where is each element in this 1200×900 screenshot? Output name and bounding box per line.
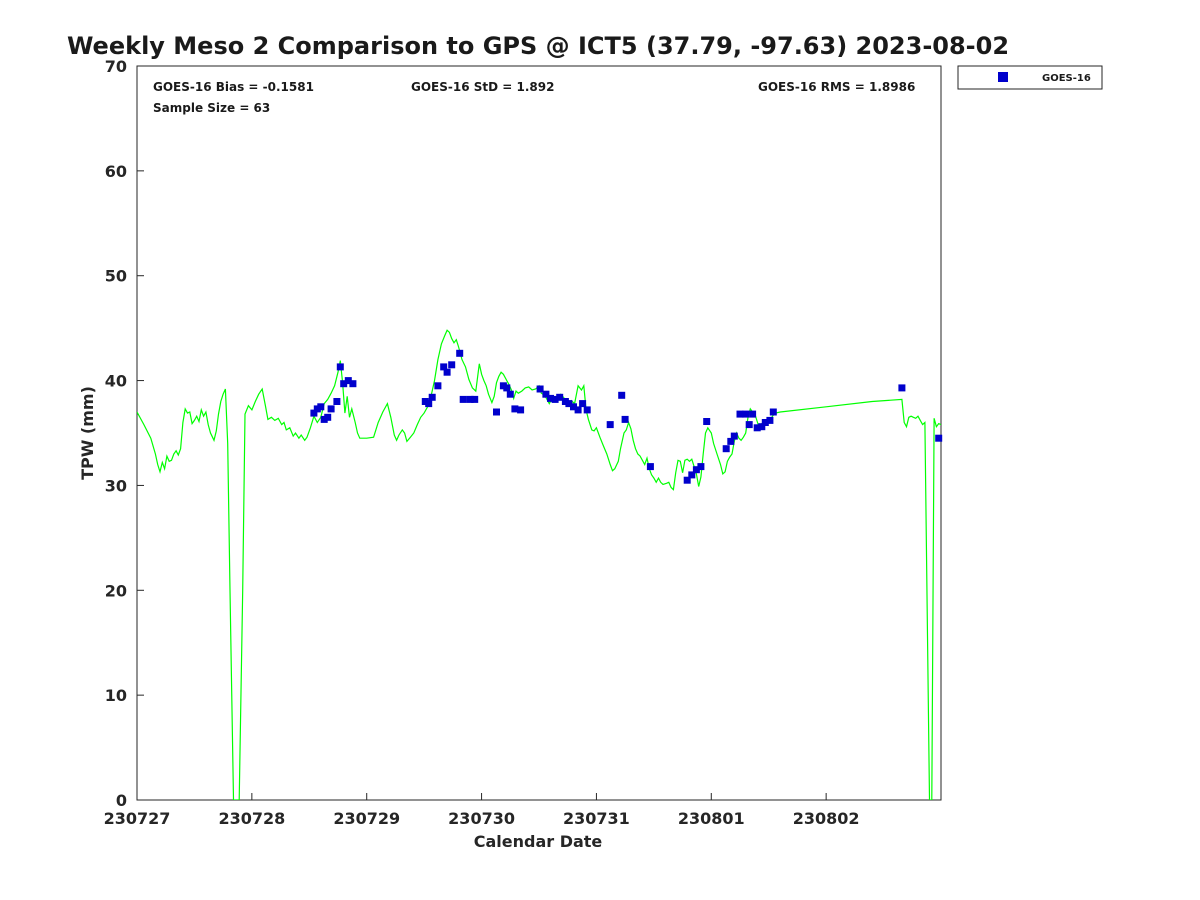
goes-16-point: [935, 434, 943, 442]
gps-line: [137, 329, 941, 800]
goes-16-point: [349, 380, 357, 388]
legend-box: [957, 65, 1103, 90]
y-tick-label: 70: [105, 57, 127, 76]
legend: GOES-16: [957, 65, 1103, 90]
std-stat: GOES-16 StD = 1.892: [411, 80, 554, 94]
goes-16-point: [536, 385, 544, 393]
goes-16-point: [340, 380, 348, 388]
goes-16-point: [511, 405, 519, 413]
bias-stat: GOES-16 Bias = -0.1581: [153, 80, 314, 94]
y-tick-label: 0: [116, 791, 127, 810]
goes-16-point: [583, 406, 591, 414]
x-axis-label: Calendar Date: [474, 832, 603, 851]
goes-16-point: [503, 384, 511, 392]
goes-16-point: [459, 395, 467, 403]
goes-16-point: [466, 395, 474, 403]
goes-16-point: [758, 423, 766, 431]
goes-16-point: [324, 413, 332, 421]
goes-16-point: [736, 410, 744, 418]
legend-label-goes-16: GOES-16: [1042, 73, 1091, 84]
goes-16-point: [730, 432, 738, 440]
goes-16-point: [703, 418, 711, 425]
y-tick-label: 50: [105, 267, 127, 286]
chart-title: Weekly Meso 2 Comparison to GPS @ ICT5 (…: [67, 32, 1009, 60]
goes-16-point: [456, 349, 464, 357]
y-axis: 0 10 20 30 40 50 60 70: [105, 57, 144, 810]
x-axis: 230727 230728 230729 230730 230731 230801 2308…: [104, 793, 860, 828]
goes-16-point: [898, 384, 906, 392]
sample-size-stat: Sample Size = 63: [153, 101, 270, 115]
goes-16-point: [506, 390, 514, 398]
goes-16-point: [570, 403, 577, 411]
goes-16-point: [722, 445, 730, 453]
goes-16-point: [434, 382, 442, 390]
gps-series: [137, 329, 941, 800]
x-tick-label: 230730: [448, 809, 515, 828]
goes-16-point: [547, 394, 554, 402]
goes-16-point: [766, 416, 774, 424]
goes-16-point: [448, 361, 456, 369]
x-tick-label: 230729: [333, 809, 400, 828]
y-tick-label: 60: [105, 162, 127, 181]
goes-16-point: [761, 419, 769, 426]
x-tick-label: 230728: [218, 809, 285, 828]
y-tick-label: 40: [105, 372, 127, 391]
goes-16-point: [618, 391, 626, 399]
plot-area: [136, 65, 942, 801]
goes-16-point: [646, 463, 654, 471]
goes-16-point: [336, 363, 344, 371]
goes-16-point: [769, 408, 777, 416]
goes-16-point: [333, 398, 341, 405]
goes-16-point: [317, 403, 325, 411]
goes-16-point: [327, 405, 335, 413]
goes-16-point: [443, 368, 451, 376]
goes-16-point: [579, 400, 587, 408]
goes-16-point: [745, 421, 753, 429]
goes-16-point: [428, 393, 436, 401]
x-tick-label: 230727: [104, 809, 171, 828]
goes-16-point: [517, 406, 525, 414]
y-tick-label: 10: [105, 686, 127, 705]
goes-16-point: [344, 377, 352, 385]
goes-16-point: [574, 406, 582, 414]
goes-16-point: [440, 363, 448, 371]
goes-16-point: [749, 410, 757, 418]
y-tick-label: 30: [105, 476, 127, 495]
goes-16-point: [683, 476, 691, 484]
goes-16-point: [310, 409, 318, 417]
goes-16-point: [692, 466, 700, 474]
goes-16-point: [697, 463, 705, 471]
goes-16-point: [621, 415, 629, 423]
rms-stat: GOES-16 RMS = 1.8986: [758, 80, 915, 94]
x-tick-label: 230802: [793, 809, 860, 828]
goes-16-point: [688, 471, 696, 479]
goes-16-point: [606, 421, 614, 429]
goes-16-point: [551, 395, 559, 403]
x-tick-label: 230731: [563, 809, 630, 828]
goes-16-point: [471, 395, 479, 403]
goes-16-point: [542, 390, 550, 398]
goes-16-point: [425, 400, 433, 408]
goes-16-point: [556, 393, 564, 401]
x-tick-label: 230801: [678, 809, 745, 828]
y-axis-label: TPW (mm): [78, 386, 97, 480]
goes-16-point: [753, 424, 761, 432]
goes-16-point: [493, 408, 500, 416]
goes-16-point: [742, 410, 750, 418]
goes-16-point: [727, 437, 735, 445]
legend-marker-goes-16: [998, 72, 1008, 82]
y-tick-label: 20: [105, 581, 127, 600]
goes-16-series: [310, 349, 943, 484]
goes-16-point: [565, 400, 573, 408]
